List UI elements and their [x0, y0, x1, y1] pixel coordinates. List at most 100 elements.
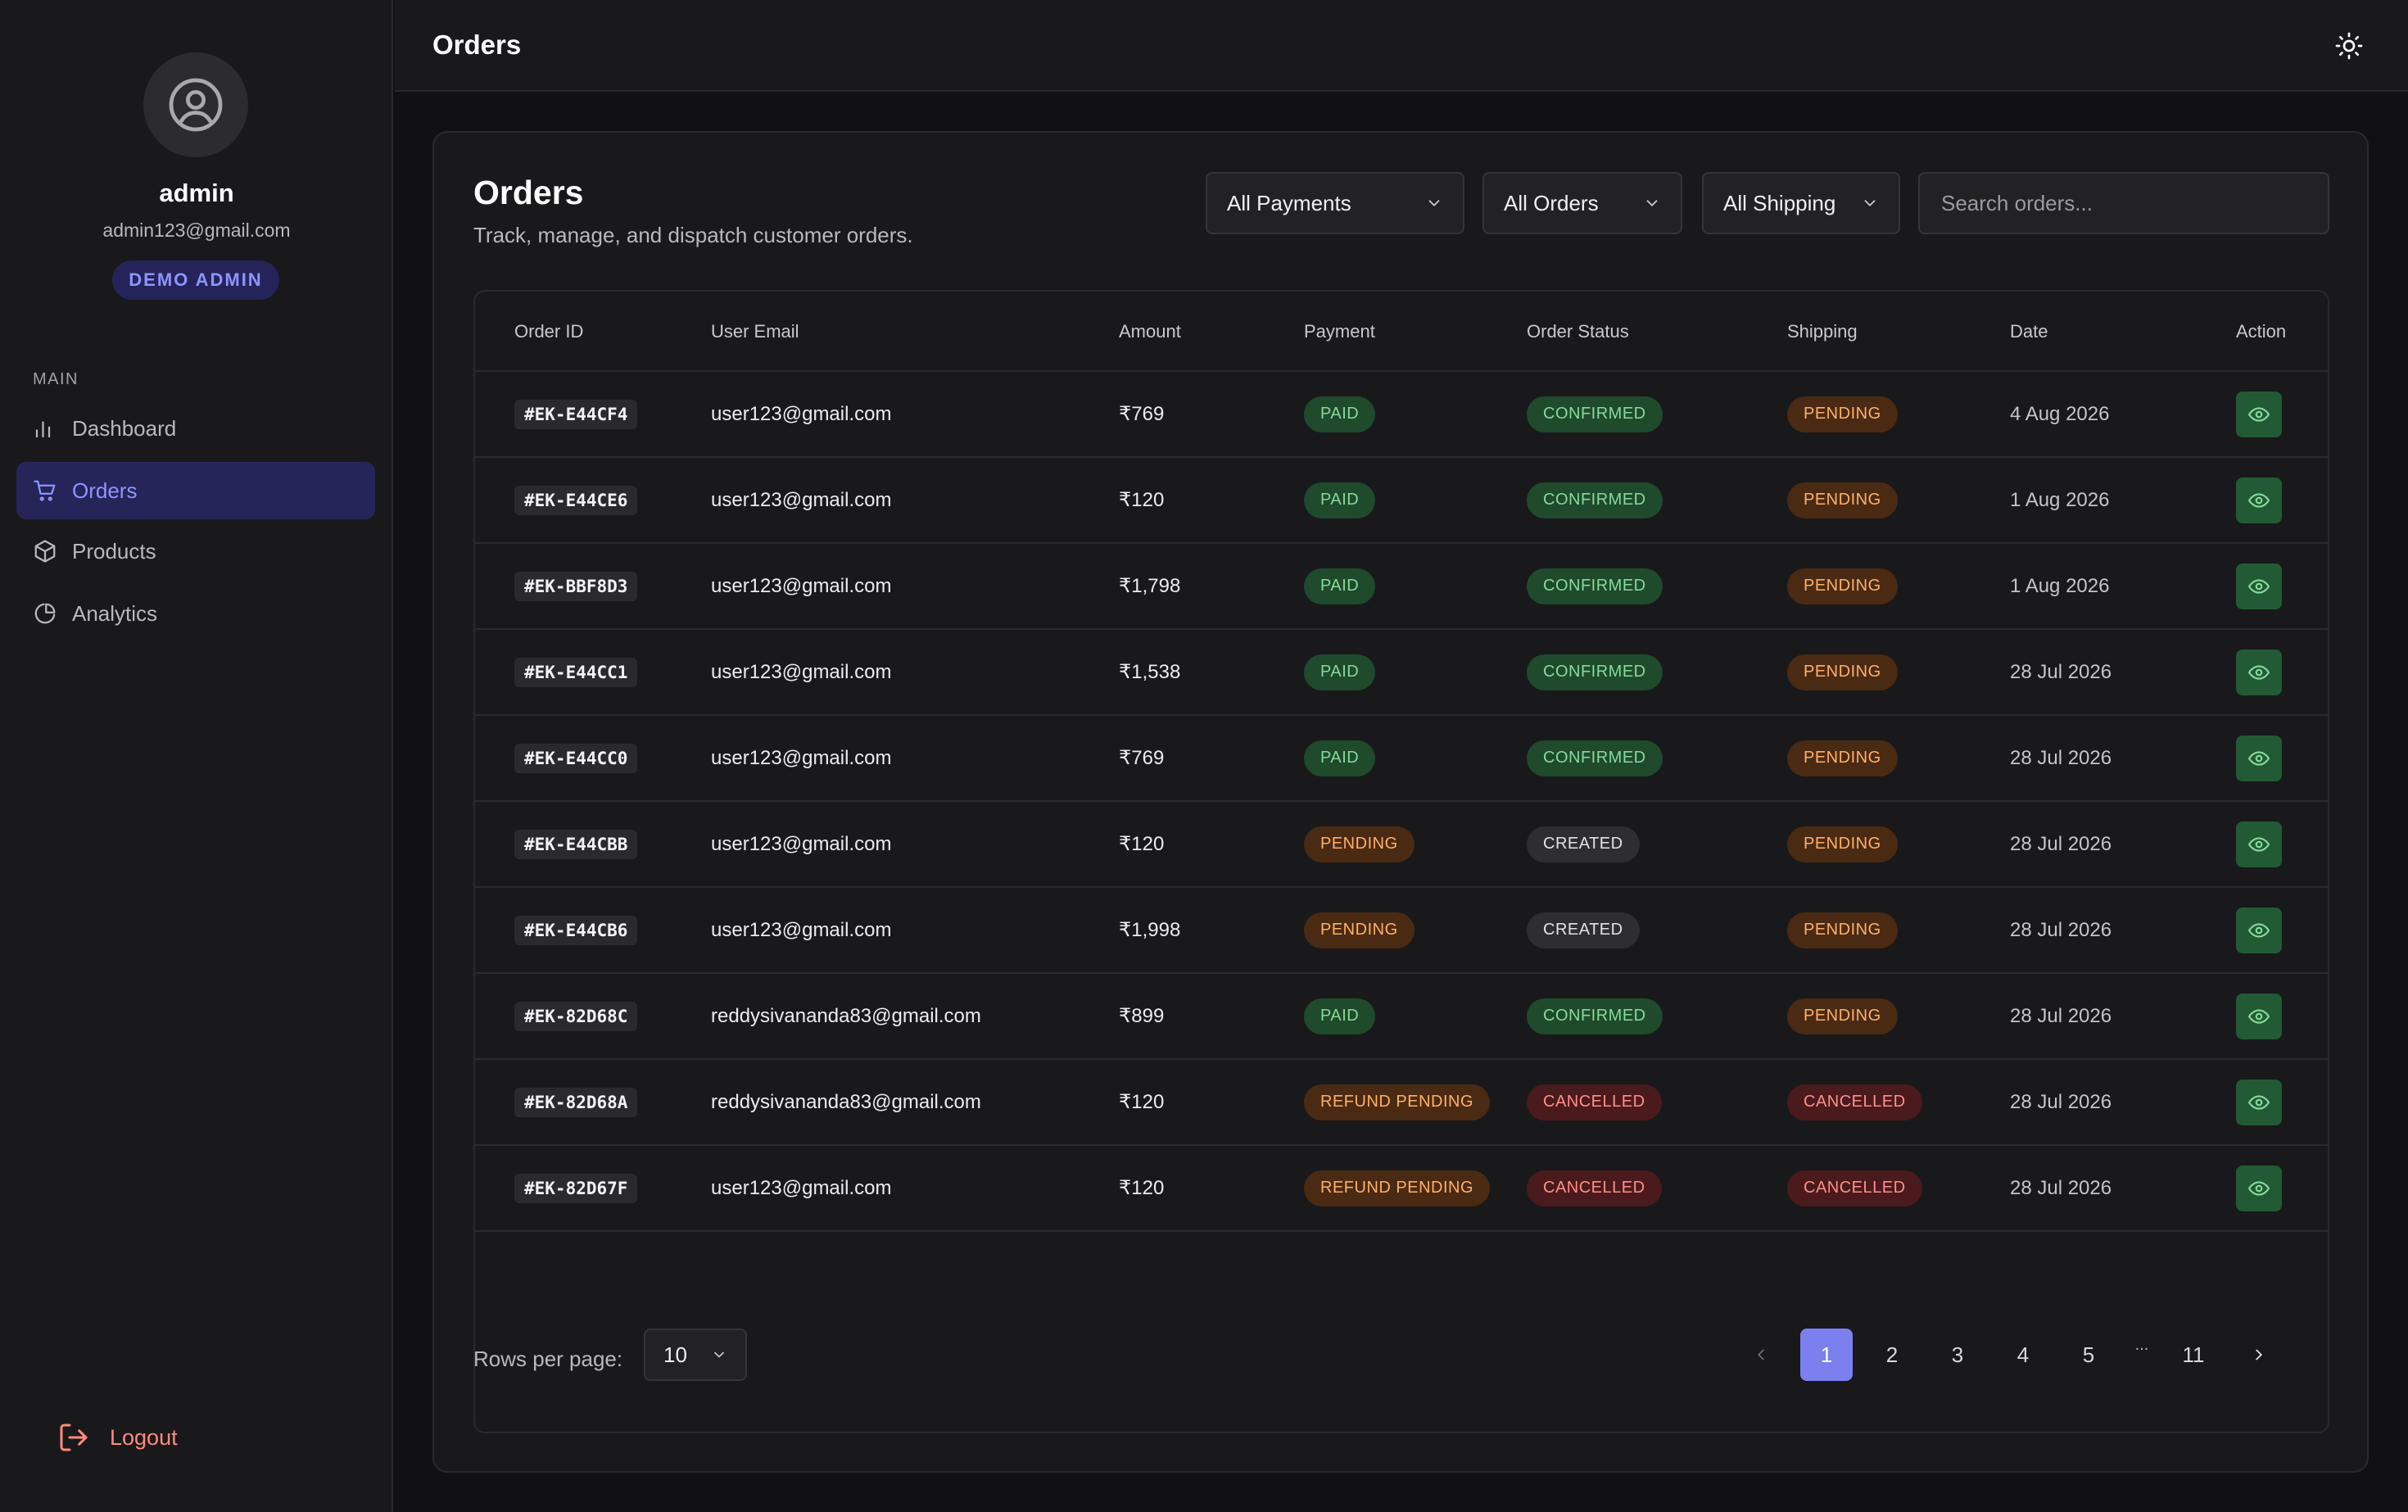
sidebar-item-orders[interactable]: Orders [16, 462, 375, 519]
payment-cell: PENDING [1304, 802, 1414, 886]
eye-icon [2248, 1180, 2270, 1196]
order-id: #EK-E44CB6 [514, 915, 638, 945]
payment-status-badge: PAID [1304, 396, 1376, 432]
action-cell [2236, 1146, 2282, 1230]
rows-per-page-value: 10 [663, 1342, 687, 1367]
shipping-cell: PENDING [1787, 458, 1898, 542]
table-row[interactable]: #EK-E44CBB user123@gmail.com ₹120 PENDING CR… [475, 802, 2328, 888]
table-row[interactable]: #EK-82D68C reddysivananda83@gmail.com ₹899… [475, 974, 2328, 1060]
column-header-order-id: Order ID [514, 321, 584, 342]
order-status-cell: CONFIRMED [1527, 716, 1663, 800]
order-status-cell: CREATED [1527, 888, 1640, 972]
payment-status-badge: PAID [1304, 740, 1376, 776]
order-id: #EK-82D68C [514, 1001, 638, 1031]
column-header-action: Action [2236, 321, 2287, 342]
order-id-cell: #EK-82D68A [514, 1060, 638, 1144]
view-order-button[interactable] [2236, 821, 2282, 867]
order-status-filter-value: All Orders [1504, 190, 1599, 215]
shipping-cell: PENDING [1787, 974, 1898, 1058]
amount-cell: ₹899 [1119, 1005, 1165, 1027]
order-id: #EK-E44CBB [514, 829, 638, 859]
order-id-cell: #EK-BBF8D3 [514, 544, 638, 628]
shipping-cell: PENDING [1787, 888, 1898, 972]
shipping-filter-value: All Shipping [1723, 190, 1836, 215]
logout-button[interactable]: Logout [57, 1409, 178, 1466]
table-row[interactable]: #EK-E44CC1 user123@gmail.com ₹1,538 PAID CON… [475, 630, 2328, 716]
payment-cell: PAID [1304, 458, 1376, 542]
table-row[interactable]: #EK-BBF8D3 user123@gmail.com ₹1,798 PAID CON… [475, 544, 2328, 630]
pagination-page-5[interactable]: 5 [2082, 1342, 2095, 1367]
pagination-page-1[interactable]: 1 [1800, 1329, 1853, 1381]
amount-cell: ₹1,538 [1119, 661, 1181, 683]
date-cell: 28 Jul 2026 [2010, 1090, 2112, 1113]
amount-cell: ₹120 [1119, 1177, 1165, 1199]
profile-email: admin123@gmail.com [102, 220, 291, 241]
column-header-date: Date [2010, 321, 2048, 342]
chevron-down-icon [1646, 200, 1658, 207]
payment-cell: PAID [1304, 630, 1376, 714]
date-cell: 1 Aug 2026 [2010, 574, 2110, 597]
pagination-page-3[interactable]: 3 [1951, 1342, 1964, 1367]
order-status-cell: CONFIRMED [1527, 372, 1663, 456]
view-order-button[interactable] [2236, 907, 2282, 953]
amount-cell: ₹769 [1119, 747, 1165, 769]
eye-icon [2248, 664, 2270, 680]
view-order-button[interactable] [2236, 735, 2282, 781]
payment-cell: REFUND PENDING [1304, 1146, 1491, 1230]
table-row[interactable]: #EK-E44CE6 user123@gmail.com ₹120 PAID CONFI… [475, 458, 2328, 544]
sidebar-item-products[interactable]: Products [16, 523, 375, 580]
pagination-page-2[interactable]: 2 [1885, 1342, 1899, 1367]
view-order-button[interactable] [2236, 563, 2282, 609]
search-input[interactable] [1918, 172, 2329, 234]
sidebar-item-dashboard[interactable]: Dashboard [16, 400, 375, 457]
payment-filter-select[interactable]: All Payments [1206, 172, 1464, 234]
action-cell [2236, 716, 2282, 800]
rows-per-page-select[interactable]: 10 [644, 1329, 747, 1381]
view-order-button[interactable] [2236, 649, 2282, 695]
theme-toggle-button[interactable] [2331, 28, 2367, 64]
view-order-button[interactable] [2236, 1165, 2282, 1211]
view-order-button[interactable] [2236, 1079, 2282, 1125]
payment-status-badge: REFUND PENDING [1304, 1170, 1491, 1206]
pagination-prev-button[interactable] [1735, 1329, 1787, 1381]
amount-cell: ₹120 [1119, 833, 1165, 855]
view-order-button[interactable] [2236, 391, 2282, 437]
user-email-cell: user123@gmail.com [711, 918, 892, 941]
order-id-cell: #EK-82D68C [514, 974, 638, 1058]
amount-cell: ₹120 [1119, 489, 1165, 511]
order-status-filter-select[interactable]: All Orders [1482, 172, 1682, 234]
logout-icon [60, 1424, 88, 1451]
action-cell [2236, 458, 2282, 542]
pagination-next-button[interactable] [2233, 1329, 2285, 1381]
table-row[interactable]: #EK-E44CC0 user123@gmail.com ₹769 PAID CONFI… [475, 716, 2328, 802]
order-status-cell: CANCELLED [1527, 1060, 1662, 1144]
avatar[interactable] [143, 52, 248, 157]
pagination-page-11[interactable]: 11 [2182, 1342, 2205, 1367]
box-icon [34, 540, 56, 563]
user-email-cell: reddysivananda83@gmail.com [711, 1004, 981, 1027]
sidebar-item-label: Dashboard [72, 415, 177, 441]
shipping-filter-select[interactable]: All Shipping [1702, 172, 1900, 234]
view-order-button[interactable] [2236, 477, 2282, 523]
shipping-status-badge: PENDING [1787, 912, 1898, 948]
order-status-cell: CONFIRMED [1527, 974, 1663, 1058]
user-email-cell: user123@gmail.com [711, 488, 892, 511]
sidebar-item-analytics[interactable]: Analytics [16, 585, 375, 642]
column-header-payment: Payment [1304, 321, 1375, 342]
table-row[interactable]: #EK-E44CF4 user123@gmail.com ₹769 PAID CONFI… [475, 372, 2328, 458]
action-cell [2236, 888, 2282, 972]
rows-per-page-label: Rows per page: [473, 1347, 623, 1371]
table-row[interactable]: #EK-82D67F user123@gmail.com ₹120 REFUND PE… [475, 1146, 2328, 1232]
table-row[interactable]: #EK-E44CB6 user123@gmail.com ₹1,998 PENDING… [475, 888, 2328, 974]
payment-cell: PAID [1304, 974, 1376, 1058]
pagination-page-4[interactable]: 4 [2016, 1342, 2030, 1367]
column-header-shipping: Shipping [1787, 321, 1858, 342]
eye-icon [2248, 1094, 2270, 1110]
table-row[interactable]: #EK-82D68A reddysivananda83@gmail.com ₹120… [475, 1060, 2328, 1146]
sidebar-item-label: Analytics [72, 600, 158, 626]
view-order-button[interactable] [2236, 993, 2282, 1039]
date-cell: 28 Jul 2026 [2010, 832, 2112, 855]
column-header-order-status: Order Status [1527, 321, 1629, 342]
eye-icon [2248, 492, 2270, 508]
user-email-cell: user123@gmail.com [711, 660, 892, 683]
